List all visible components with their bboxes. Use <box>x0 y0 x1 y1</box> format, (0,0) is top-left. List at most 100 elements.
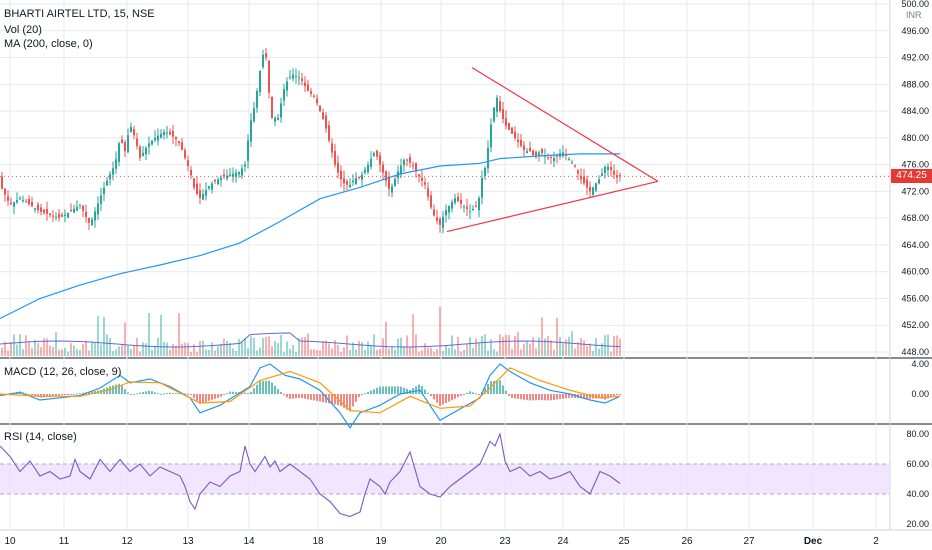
volume-bar <box>67 351 69 356</box>
candle-body <box>61 214 63 217</box>
candle-body <box>214 179 216 182</box>
volume-bar <box>454 349 456 356</box>
candle-body <box>547 157 549 159</box>
volume-bar <box>550 340 552 356</box>
volume-bar <box>472 347 474 356</box>
macd-histogram-bar <box>115 384 117 394</box>
macd-histogram-bar <box>466 392 468 394</box>
macd-histogram-bar <box>454 394 456 399</box>
volume-bar <box>487 350 489 356</box>
volume-bar <box>64 347 66 356</box>
candle-body <box>412 165 414 167</box>
volume-bar <box>10 341 12 356</box>
macd-histogram-bar <box>523 394 525 400</box>
macd-histogram-bar <box>274 385 276 394</box>
macd-histogram-bar <box>226 393 228 395</box>
candle-body <box>373 153 375 156</box>
volume-bar <box>202 340 204 356</box>
candle-body <box>487 147 489 169</box>
price-tick-label: 496.00 <box>901 26 929 36</box>
macd-legend[interactable]: MACD (12, 26, close, 9) <box>4 366 122 378</box>
candle-body <box>223 174 225 177</box>
candle-body <box>322 112 324 120</box>
candle-body <box>328 125 330 141</box>
macd-histogram-bar <box>235 391 237 394</box>
candle-body <box>85 212 87 217</box>
candle-body <box>472 208 474 210</box>
macd-histogram-bar <box>379 386 381 394</box>
volume-bar <box>100 344 102 356</box>
volume-bar <box>118 346 120 356</box>
candle-body <box>376 150 378 157</box>
vol-legend[interactable]: Vol (20) <box>4 24 42 36</box>
candle-body <box>244 164 246 167</box>
macd-histogram-bar <box>304 394 306 399</box>
volume-bar <box>505 334 507 356</box>
volume-bar <box>460 351 462 356</box>
candle-body <box>262 54 264 68</box>
candle-body <box>253 108 255 122</box>
volume-bar <box>4 341 6 356</box>
macd-histogram-bar <box>322 394 324 403</box>
macd-histogram-bar <box>544 394 546 401</box>
volume-bar <box>49 345 51 356</box>
macd-histogram-bar <box>289 394 291 399</box>
symbol-legend[interactable]: BHARTI AIRTEL LTD, 15, NSE <box>4 8 155 20</box>
volume-bar <box>295 351 297 356</box>
candle-body <box>241 168 243 176</box>
volume-bar <box>151 349 153 356</box>
candle-body <box>277 117 279 120</box>
volume-bar <box>139 351 141 356</box>
price-tick-label: 488.00 <box>901 79 929 89</box>
macd-histogram-bar <box>511 394 513 399</box>
candle-body <box>430 195 432 208</box>
macd-histogram-bar <box>259 381 261 394</box>
volume-bar <box>142 342 144 356</box>
volume-bar <box>196 351 198 356</box>
macd-histogram-bar <box>442 394 444 405</box>
candle-body <box>391 186 393 193</box>
candle-body <box>154 137 156 141</box>
candle-body <box>415 162 417 172</box>
macd-histogram-bar <box>232 391 234 394</box>
volume-bar <box>310 349 312 356</box>
macd-histogram-bar <box>202 394 204 403</box>
macd-histogram-bar <box>556 394 558 400</box>
candle-body <box>112 168 114 175</box>
candle-body <box>133 129 135 136</box>
macd-histogram-bar <box>283 394 285 396</box>
volume-bar <box>556 317 558 356</box>
candle-body <box>508 122 510 130</box>
candle-body <box>265 53 267 58</box>
macd-histogram-bar <box>169 392 171 394</box>
volume-bar <box>259 347 261 356</box>
volume-bar <box>574 348 576 356</box>
macd-histogram-bar <box>133 393 135 395</box>
macd-histogram-bar <box>484 388 486 394</box>
macd-histogram-bar <box>400 386 402 394</box>
macd-histogram-bar <box>298 394 300 398</box>
rsi-legend[interactable]: RSI (14, close) <box>4 431 77 443</box>
volume-bar <box>499 334 501 356</box>
candle-body <box>484 167 486 176</box>
macd-histogram-bar <box>193 394 195 398</box>
candle-body <box>550 156 552 158</box>
macd-histogram-bar <box>211 394 213 400</box>
volume-bar <box>364 349 366 356</box>
candle-body <box>10 202 12 205</box>
macd-histogram-bar <box>82 392 84 394</box>
candle-body <box>592 187 594 195</box>
ma-legend[interactable]: MA (200, close, 0) <box>4 38 93 50</box>
volume-bar <box>205 349 207 356</box>
macd-histogram-bar <box>460 394 462 396</box>
candle-body <box>238 171 240 175</box>
candle-body <box>580 175 582 180</box>
macd-histogram-bar <box>538 394 540 401</box>
candle-body <box>439 219 441 225</box>
volume-bar <box>277 343 279 356</box>
volume-bar <box>508 335 510 356</box>
candle-body <box>16 200 18 203</box>
candle-body <box>151 140 153 145</box>
candle-body <box>343 178 345 184</box>
